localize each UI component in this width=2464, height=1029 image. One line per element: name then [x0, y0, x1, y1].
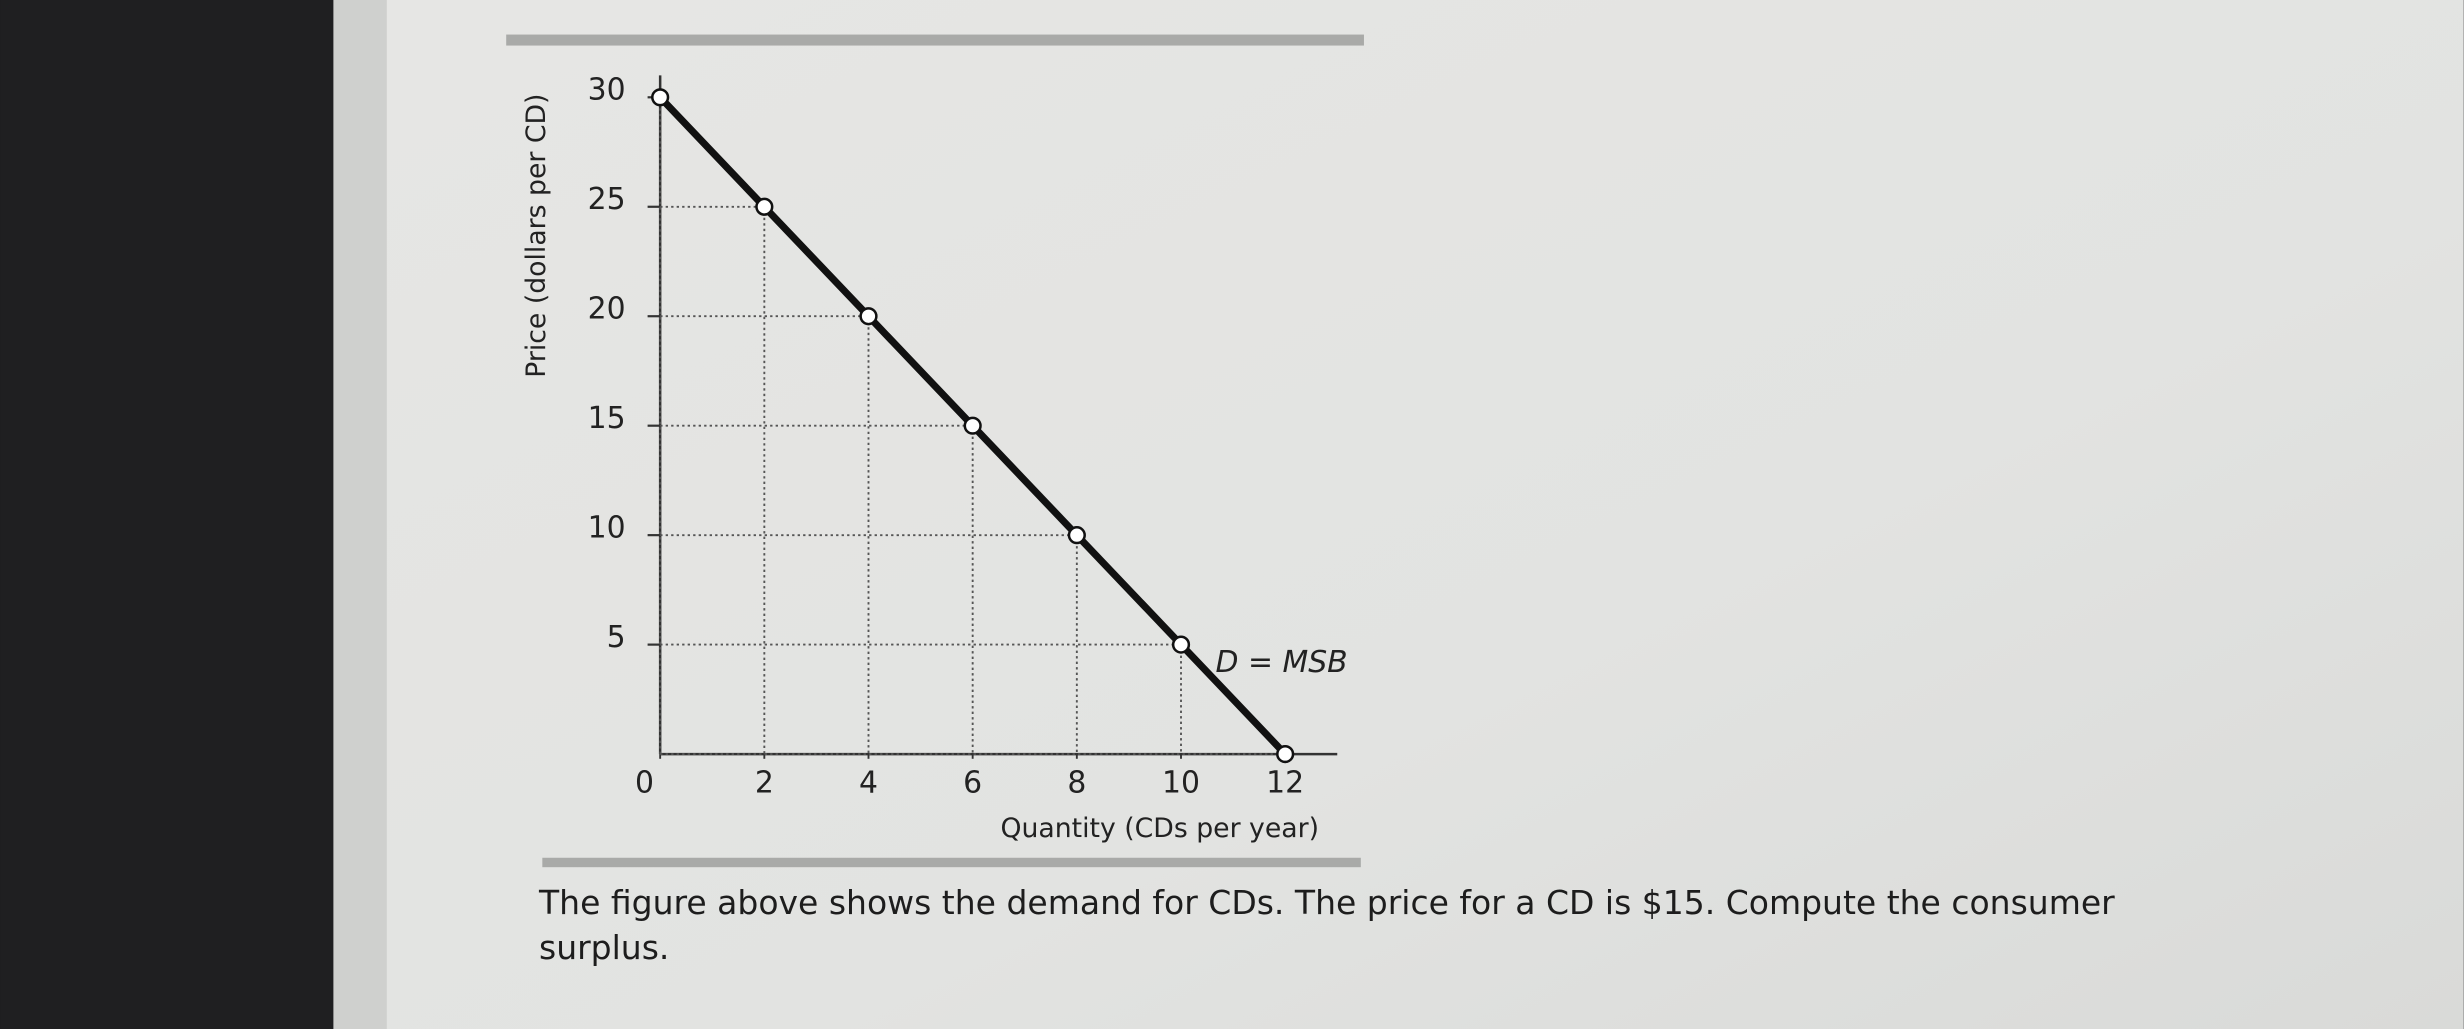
y-tick-label: 10	[588, 510, 626, 545]
x-tick-label: 10	[1162, 765, 1200, 800]
point	[1067, 526, 1086, 545]
x-tick-label: 12	[1266, 765, 1304, 800]
y-tick-label: 5	[607, 620, 626, 655]
x-tick-label: 8	[1067, 765, 1086, 800]
y-tick-label: 20	[588, 291, 626, 326]
point	[963, 416, 982, 435]
point	[1171, 635, 1191, 654]
x-tick-label: 0	[635, 765, 654, 800]
y-axis-label: Price (dollars per CD)	[521, 94, 552, 378]
y-tick-label: 25	[588, 182, 626, 217]
x-tick-label: 4	[859, 765, 878, 800]
point	[651, 88, 670, 107]
bottom-rule	[542, 857, 1361, 868]
x-axis-label: Quantity (CDs per year)	[1000, 813, 1319, 844]
y-tick-label: 30	[588, 73, 626, 108]
point	[755, 197, 774, 216]
plot: 5 10 15 20 25 30 0 2 4 6 8 10 12 Quantity (CDs per ye…	[521, 73, 1348, 844]
question-text: The figure above shows the demand for CD…	[539, 883, 2115, 967]
x-tick-label: 2	[755, 765, 774, 800]
top-rule	[506, 34, 1364, 46]
content-panel	[386, 0, 2464, 1029]
series-label: D = MSB	[1216, 645, 1348, 680]
x-tick-label: 6	[963, 765, 982, 800]
point	[859, 307, 878, 326]
point	[1276, 744, 1295, 764]
y-tick-label: 15	[588, 401, 626, 436]
